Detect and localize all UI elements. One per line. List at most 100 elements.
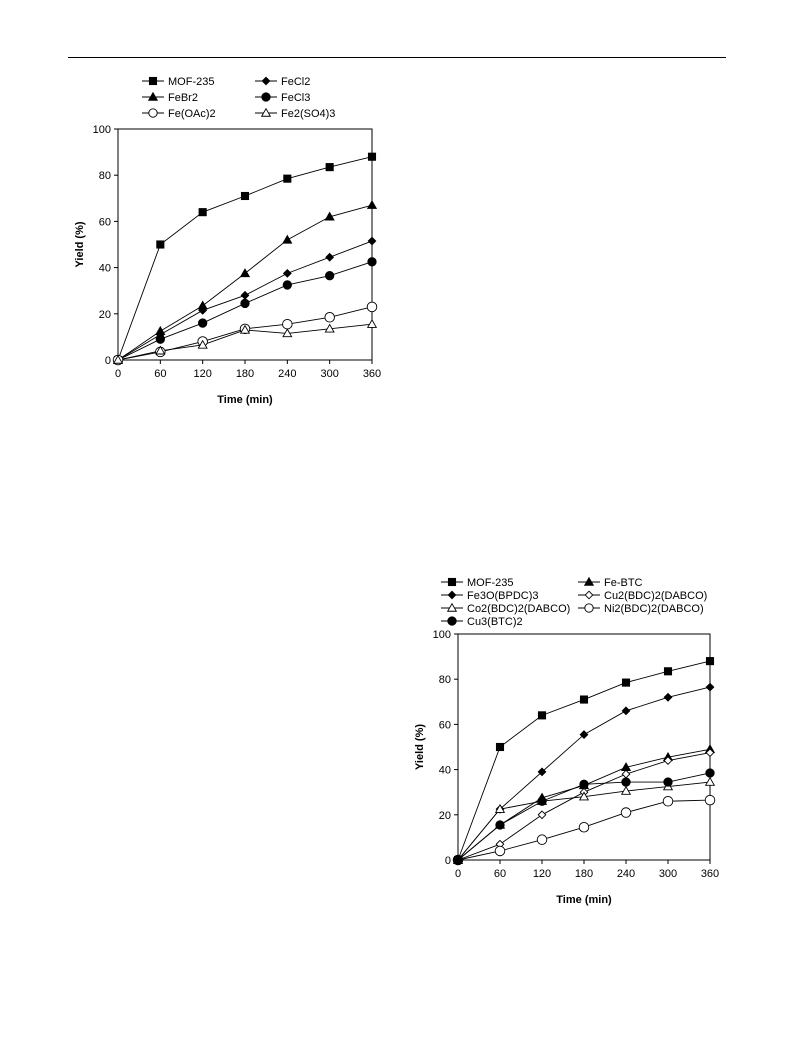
chart1-point-fecl3 bbox=[325, 271, 335, 281]
chart2-legend-label-mof-235: MOF-235 bbox=[467, 577, 513, 589]
chart2-point-mof-235 bbox=[537, 711, 547, 720]
chart2-legend-label-fe-btc: Fe-BTC bbox=[604, 577, 643, 589]
chart1-y-tick-label: 0 bbox=[105, 355, 111, 367]
chart2-point-co2-bdc-2-dabco bbox=[494, 803, 506, 813]
chart2-point-cu2-bdc-2-dabco bbox=[705, 748, 715, 758]
chart1-y-tick-label: 100 bbox=[93, 124, 111, 136]
chart2-point-co2-bdc-2-dabco bbox=[620, 785, 632, 795]
chart2-series-line-fe-btc bbox=[457, 748, 711, 861]
chart1-point-febr2 bbox=[324, 211, 335, 221]
chart2-point-cu3-btc-2 bbox=[663, 777, 673, 787]
chart2-legend-label-cu3-btc-2: Cu3(BTC)2 bbox=[467, 616, 523, 628]
chart1-legend-marker-febr2 bbox=[147, 91, 159, 101]
chart1-point-mof-235 bbox=[240, 191, 250, 201]
chart1-x-axis-title: Time (min) bbox=[217, 394, 273, 406]
chart1-y-tick-label: 60 bbox=[99, 216, 111, 228]
chart2-point-co2-bdc-2-dabco bbox=[578, 791, 590, 801]
chart1-y-axis-title: Yield (%) bbox=[74, 221, 86, 267]
chart1-x-tick-label: 60 bbox=[154, 368, 166, 380]
chart2-x-tick-label: 120 bbox=[533, 868, 551, 880]
chart1-y-tick-label: 20 bbox=[99, 309, 111, 321]
chart2-x-tick-label: 360 bbox=[701, 868, 719, 880]
chart2-y-tick-label: 60 bbox=[439, 719, 451, 731]
chart1-point-mof-235 bbox=[325, 163, 334, 172]
chart1-point-fe2-so4-3 bbox=[155, 345, 166, 355]
chart1-y-tick-label: 80 bbox=[99, 170, 111, 182]
chart2-point-ni2-bdc-2-dabco bbox=[578, 821, 590, 833]
chart2-legend-label-fe3o-bpdc-3: Fe3O(BPDC)3 bbox=[467, 590, 539, 602]
chart2-point-mof-235 bbox=[705, 657, 715, 666]
chart1-point-fecl3 bbox=[367, 257, 377, 267]
chart2-point-cu2-bdc-2-dabco bbox=[537, 810, 547, 820]
chart2-x-tick-label: 0 bbox=[455, 868, 461, 880]
chart1-point-febr2 bbox=[239, 268, 251, 278]
chart2-point-fe3o-bpdc-3 bbox=[537, 767, 547, 777]
chart1-point-febr2 bbox=[366, 200, 378, 209]
chart2-point-co2-bdc-2-dabco bbox=[704, 776, 716, 786]
chart1-point-fe2-so4-3 bbox=[366, 318, 378, 328]
chart1-point-fe-oac-2 bbox=[324, 312, 335, 323]
chart2-point-fe3o-bpdc-3 bbox=[663, 692, 673, 702]
chart1-point-mof-235 bbox=[367, 152, 377, 161]
chart1-point-fecl3 bbox=[198, 318, 208, 328]
chart1-point-fe2-so4-3 bbox=[239, 324, 251, 334]
chart2-point-mof-235 bbox=[495, 742, 505, 752]
chart2-point-mof-235 bbox=[621, 678, 631, 687]
chart1-y-tick-label: 40 bbox=[99, 263, 111, 275]
chart2-y-tick-label: 100 bbox=[433, 629, 451, 641]
chart1-point-fecl2 bbox=[282, 268, 292, 278]
chart2-y-tick-label: 0 bbox=[445, 855, 451, 867]
chart2-legend-marker-co2-bdc-2-dabco bbox=[446, 602, 458, 612]
chart2-x-tick-label: 300 bbox=[659, 868, 677, 880]
chart1-point-fe2-so4-3 bbox=[324, 323, 335, 333]
chart1-legend-marker-fe2-so4-3 bbox=[260, 107, 272, 117]
chart1-point-febr2 bbox=[155, 325, 166, 335]
chart1-legend-label-fe2-so4-3: Fe2(SO4)3 bbox=[281, 108, 335, 120]
chart1-legend-label-fecl3: FeCl3 bbox=[281, 92, 310, 104]
chart1-x-tick-label: 180 bbox=[236, 368, 254, 380]
chart1-point-mof-235 bbox=[156, 240, 165, 249]
chart2-point-fe3o-bpdc-3 bbox=[621, 706, 631, 716]
chart2-x-tick-label: 60 bbox=[494, 868, 506, 880]
chart1-x-tick-label: 300 bbox=[320, 368, 338, 380]
chart1-point-fecl3 bbox=[240, 298, 250, 309]
chart2-point-cu3-btc-2 bbox=[453, 855, 463, 865]
chart1-x-tick-label: 360 bbox=[363, 368, 381, 380]
chart2-point-cu3-btc-2 bbox=[495, 820, 505, 830]
chart2-point-cu2-bdc-2-dabco bbox=[621, 769, 631, 779]
chart2-point-cu3-btc-2 bbox=[579, 779, 589, 789]
chart1-point-fe2-so4-3 bbox=[197, 339, 208, 349]
chart2-point-cu2-bdc-2-dabco bbox=[663, 756, 673, 765]
chart1-legend-marker-fecl3 bbox=[261, 92, 271, 102]
chart1-legend-marker-fe-oac-2 bbox=[148, 108, 158, 118]
chart2-legend-marker-cu2-bdc-2-dabco bbox=[584, 590, 594, 600]
chart2-x-axis-title: Time (min) bbox=[556, 894, 612, 906]
chart2-y-axis-title: Yield (%) bbox=[414, 724, 426, 770]
chart1-point-fecl3 bbox=[155, 334, 165, 344]
chart1-point-febr2 bbox=[197, 300, 208, 310]
chart2-y-tick-label: 20 bbox=[439, 810, 451, 822]
chart2-legend-label-ni2-bdc-2-dabco: Ni2(BDC)2(DABCO) bbox=[604, 603, 704, 615]
chart1-point-fe2-so4-3 bbox=[112, 354, 124, 364]
chart1-legend-marker-fecl2 bbox=[261, 76, 271, 86]
chart2-x-tick-label: 240 bbox=[617, 868, 635, 880]
chart1-legend-label-fe-oac-2: Fe(OAc)2 bbox=[168, 108, 216, 120]
chart2-legend-marker-fe-btc bbox=[583, 576, 595, 586]
chart2-series-line-fe3o-bpdc-3 bbox=[457, 686, 711, 861]
chart2-legend-label-cu2-bdc-2-dabco: Cu2(BDC)2(DABCO) bbox=[604, 590, 707, 602]
chart2-point-mof-235 bbox=[579, 695, 589, 704]
chart2-point-ni2-bdc-2-dabco bbox=[536, 834, 548, 845]
chart1-x-tick-label: 240 bbox=[278, 368, 296, 380]
chart1-point-fecl2 bbox=[367, 236, 377, 246]
chart1-x-tick-label: 0 bbox=[115, 368, 121, 380]
chart2-legend-label-co2-bdc-2-dabco: Co2(BDC)2(DABCO) bbox=[467, 603, 570, 615]
chart2-legend-marker-mof-235 bbox=[447, 577, 457, 587]
chart1-point-fecl3 bbox=[282, 280, 292, 290]
chart2-point-cu3-btc-2 bbox=[705, 768, 715, 778]
chart2-legend-marker-cu3-btc-2 bbox=[447, 616, 457, 626]
chart1-legend-label-mof-235: MOF-235 bbox=[168, 76, 214, 88]
chart2-point-ni2-bdc-2-dabco bbox=[494, 845, 506, 857]
chart1-legend-label-febr2: FeBr2 bbox=[168, 92, 198, 104]
chart1-point-fe-oac-2 bbox=[366, 301, 378, 313]
